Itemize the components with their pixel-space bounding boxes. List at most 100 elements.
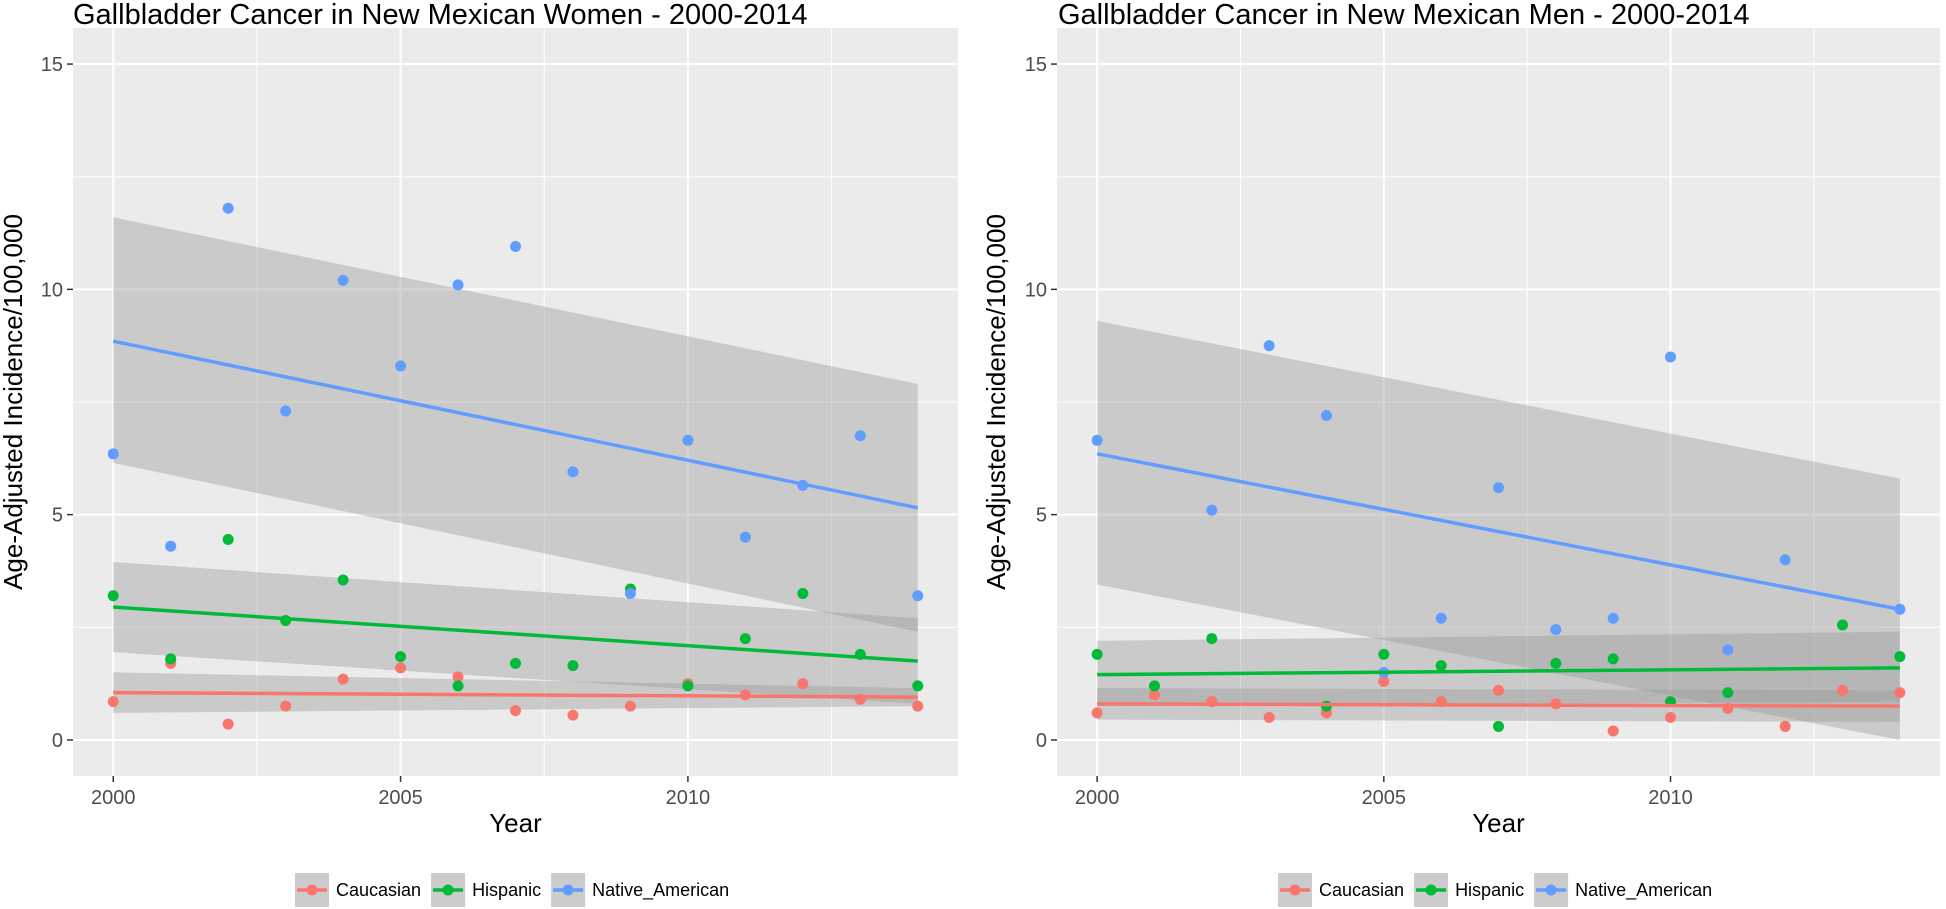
data-point — [107, 696, 119, 708]
x-tick-label: 2010 — [1648, 787, 1693, 809]
data-point — [1837, 684, 1849, 696]
x-tick-label: 2000 — [1075, 787, 1120, 809]
data-point — [1091, 434, 1103, 446]
chart-title: Gallbladder Cancer in New Mexican Women … — [73, 0, 808, 31]
legend-item: Caucasian — [1278, 873, 1404, 907]
data-point — [854, 430, 866, 442]
legend-key-point — [442, 884, 454, 896]
data-point — [1148, 680, 1160, 692]
y-tick-label: 10 — [41, 279, 63, 301]
data-point — [567, 660, 579, 672]
y-axis-label: Age-Adjusted Incidence/100,000 — [981, 214, 1011, 590]
x-axis-label: Year — [1472, 808, 1525, 838]
data-point — [280, 700, 292, 712]
y-tick-label: 15 — [1025, 54, 1047, 76]
x-tick-label: 2010 — [666, 787, 711, 809]
data-point — [1320, 410, 1332, 422]
legend-label: Caucasian — [1319, 880, 1404, 900]
data-point — [1779, 720, 1791, 732]
data-point — [1378, 675, 1390, 687]
data-point — [1148, 689, 1160, 701]
y-tick-label: 15 — [41, 54, 63, 76]
data-point — [1263, 711, 1275, 723]
data-point — [1263, 340, 1275, 352]
confidence-band — [1097, 631, 1900, 707]
trend-line — [113, 690, 918, 699]
chart-title: Gallbladder Cancer in New Mexican Men - … — [1058, 0, 1750, 31]
data-point — [682, 434, 694, 446]
trend-line — [1096, 452, 1901, 611]
x-axis-label: Year — [489, 808, 542, 838]
legend-key-point — [1425, 884, 1437, 896]
trend-line — [113, 605, 918, 663]
legend-label: Hispanic — [472, 880, 541, 900]
data-point — [452, 279, 464, 291]
data-point — [1493, 720, 1504, 732]
x-tick-label: 2005 — [378, 787, 423, 809]
chart-panel-men: 2000 2005 2010 0 5 10 15 Gallbladder Cancer in … — [981, 0, 1940, 907]
data-point — [624, 700, 636, 712]
data-point — [1435, 612, 1447, 624]
data-point — [395, 662, 407, 674]
legend-key-point — [306, 884, 318, 896]
data-point — [567, 709, 579, 721]
data-point — [280, 405, 292, 417]
data-point — [165, 653, 177, 665]
legend: Caucasian Hispanic Native_American — [295, 873, 729, 907]
data-point — [337, 274, 349, 286]
data-point — [739, 633, 751, 645]
data-point — [1550, 657, 1562, 669]
data-point — [1665, 711, 1677, 723]
data-point — [912, 590, 924, 602]
y-tick-label: 0 — [1036, 730, 1047, 752]
data-point — [107, 590, 119, 602]
data-point — [1779, 554, 1791, 566]
data-point — [1493, 684, 1504, 696]
confidence-band — [113, 672, 918, 713]
data-point — [452, 680, 464, 692]
data-point — [912, 700, 924, 712]
legend-key-point — [562, 884, 574, 896]
data-point — [797, 678, 809, 690]
trend-line — [112, 339, 919, 510]
legend-key-point — [1289, 884, 1301, 896]
data-point — [912, 680, 924, 692]
data-point — [395, 651, 407, 663]
data-point — [337, 574, 349, 586]
data-point — [510, 657, 521, 669]
legend-label: Hispanic — [1455, 880, 1524, 900]
data-point — [165, 540, 177, 552]
y-axis-label: Age-Adjusted Incidence/100,000 — [0, 214, 28, 590]
data-point — [682, 680, 694, 692]
data-point — [452, 671, 464, 683]
legend-label: Native_American — [592, 880, 729, 901]
data-point — [222, 718, 234, 730]
data-point — [1206, 633, 1218, 645]
legend-label: Caucasian — [336, 880, 421, 900]
y-tick-label: 10 — [1025, 279, 1047, 301]
y-tick-label: 0 — [52, 730, 63, 752]
data-point — [567, 466, 579, 478]
data-point — [1550, 624, 1562, 636]
data-point — [1722, 644, 1734, 656]
data-point — [1607, 653, 1619, 665]
data-point — [1894, 651, 1906, 663]
y-tick-label: 5 — [52, 505, 63, 527]
legend-item: Hispanic — [431, 873, 541, 907]
data-point — [1493, 482, 1504, 494]
x-tick-label: 2005 — [1362, 787, 1407, 809]
data-point — [1607, 612, 1619, 624]
legend-label: Native_American — [1575, 880, 1712, 901]
y-tick-label: 5 — [1036, 505, 1047, 527]
data-point — [1607, 725, 1619, 737]
data-point — [510, 241, 521, 253]
data-point — [797, 588, 809, 600]
data-point — [1091, 707, 1103, 719]
data-point — [1435, 660, 1447, 672]
data-point — [107, 448, 119, 460]
data-point — [510, 705, 521, 717]
legend-item: Caucasian — [295, 873, 421, 907]
data-point — [624, 588, 636, 600]
data-point — [1378, 648, 1390, 660]
